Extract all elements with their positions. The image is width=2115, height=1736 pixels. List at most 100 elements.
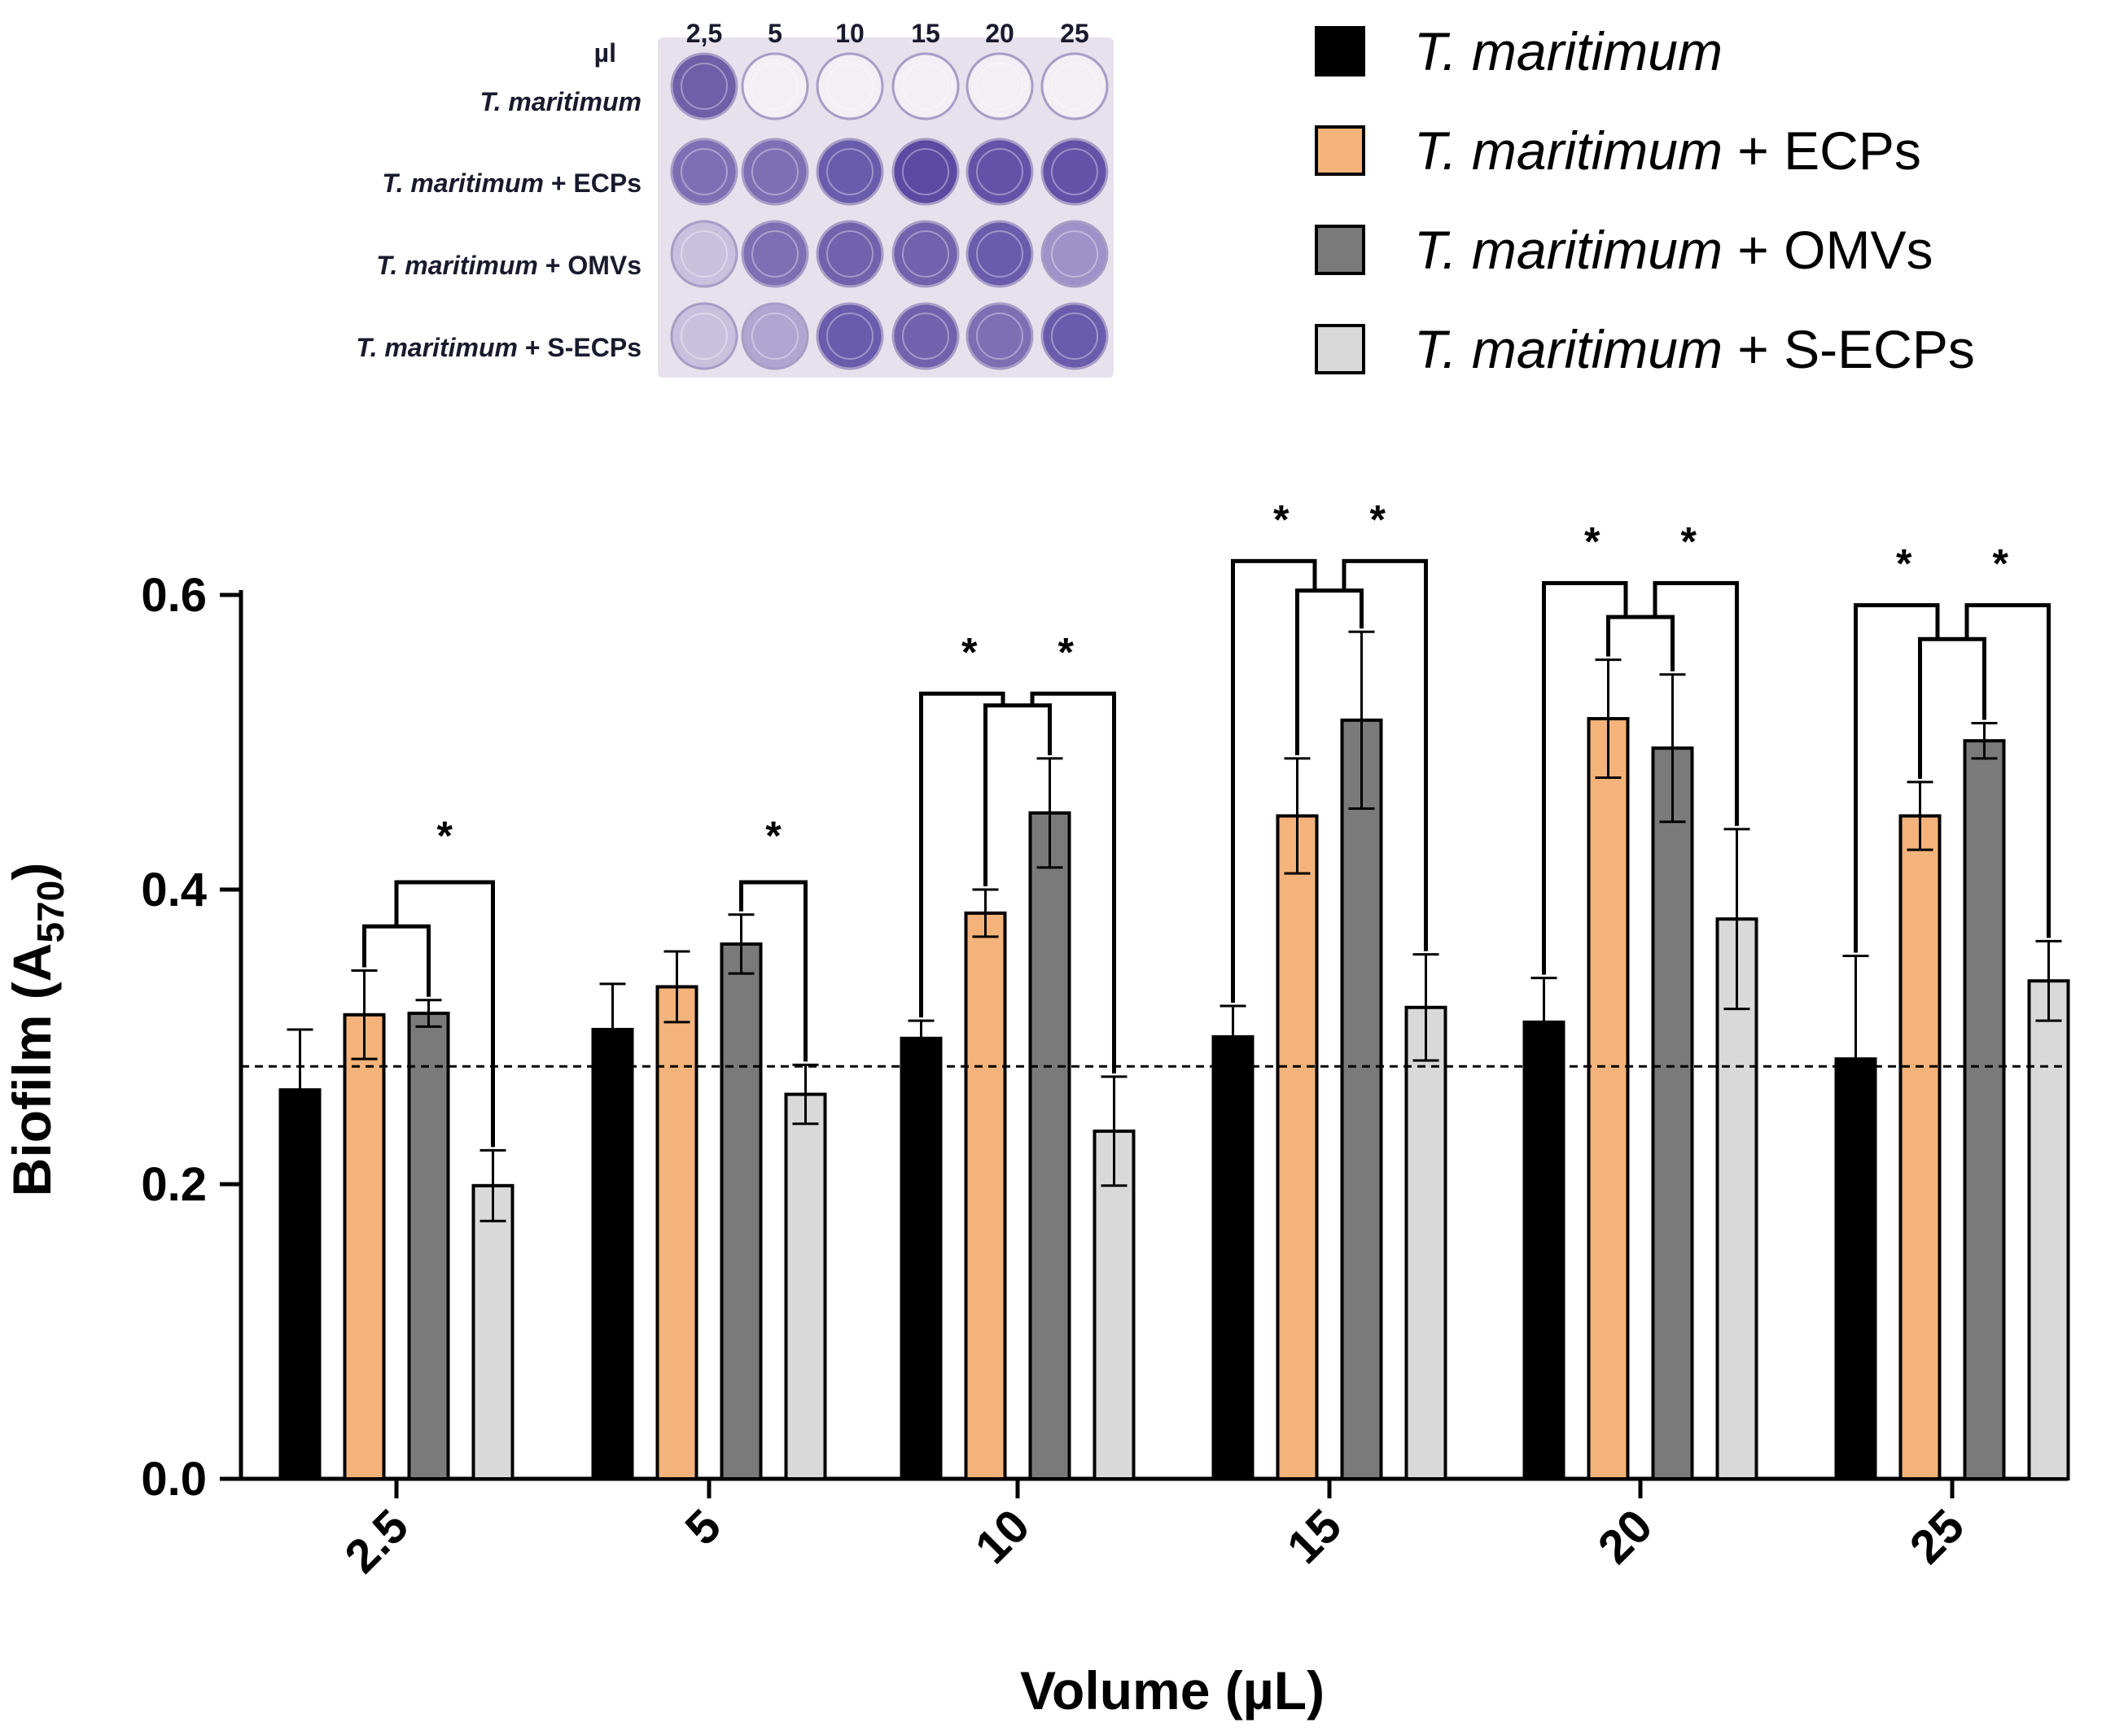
bar: [278, 1088, 322, 1481]
bar: [1587, 717, 1630, 1480]
significance-star: *: [765, 813, 782, 859]
significance-star: *: [1058, 629, 1075, 675]
plate-well-fill: [741, 138, 809, 206]
plate-well-fill: [1040, 302, 1109, 370]
italic-species-name: T. maritimum: [1414, 319, 1723, 379]
bar: [655, 985, 698, 1480]
plate-well-fill: [741, 302, 809, 370]
plate-volume-header: µl: [594, 38, 616, 68]
plate-well: [741, 138, 809, 206]
bar: [1028, 811, 1071, 1480]
plate-well-fill: [670, 138, 738, 206]
legend-entry: T. maritimum + OMVs: [1315, 220, 1933, 280]
bar: [471, 1183, 515, 1481]
bar: [1404, 1005, 1447, 1481]
significance-star: *: [1896, 541, 1912, 587]
x-tick-label: 5: [675, 1499, 731, 1555]
plate-well-ring: [751, 313, 799, 360]
significance-bracket: [1030, 691, 1116, 1074]
plate-well-fill: [670, 220, 738, 288]
plate-well-ring: [751, 148, 799, 195]
plate-wells: [670, 52, 1109, 370]
bars: [278, 717, 2070, 1481]
plate-well: [966, 52, 1034, 120]
plate-volume-label: 25: [1060, 19, 1089, 48]
y-tick-label: 0.4: [141, 864, 207, 916]
error-bar: [1659, 673, 1686, 824]
bar: [964, 911, 1007, 1480]
plate-well-ring: [826, 313, 874, 360]
bar: [1715, 917, 1758, 1480]
plate-well-ring: [681, 148, 728, 195]
plate-well: [1040, 52, 1109, 120]
error-bar: [351, 969, 378, 1060]
y-tick-label: 0.0: [141, 1453, 207, 1506]
plate-well-fill: [966, 52, 1034, 120]
x-tick-label: 10: [966, 1499, 1040, 1574]
bar-chart: 0.0 0.2 0.4 0.6 2.5 5 10 15 20 25 * * * * * * * * * * Vol…: [2, 496, 2070, 1721]
error-bar: [663, 950, 690, 1024]
plate-well: [1040, 138, 1109, 206]
label-suffix: + OMVs: [538, 251, 642, 280]
plate-well-ring: [976, 313, 1023, 360]
plate-well: [670, 302, 738, 370]
plate-well-fill: [816, 220, 884, 288]
significance-bracket: [1606, 614, 1675, 671]
label-suffix: + ECPs: [1723, 120, 1921, 181]
bar: [407, 1012, 450, 1481]
x-tick-label: 25: [1900, 1499, 1975, 1574]
plate-well: [891, 302, 960, 370]
legend-swatch: [1315, 26, 1365, 77]
plate-volume-label: 10: [835, 19, 865, 48]
y-tick-label: 0.6: [141, 569, 207, 622]
plate-well: [891, 220, 960, 288]
error-bar: [792, 1063, 819, 1126]
plate-well-fill: [966, 302, 1034, 370]
error-bar: [599, 982, 626, 1077]
error-bar: [1101, 1075, 1128, 1187]
plate-well-ring: [681, 313, 728, 360]
y-tick-label: 0.2: [141, 1158, 207, 1211]
plate-well-ring: [1051, 313, 1098, 360]
plate-well-fill: [891, 302, 960, 370]
legend-label: T. maritimum + S-ECPs: [1414, 319, 1975, 379]
label-suffix: + ECPs: [544, 168, 642, 198]
plate-well: [966, 138, 1034, 206]
legend-label: T. maritimum + ECPs: [1414, 120, 1921, 181]
error-bar: [1842, 954, 1869, 1164]
plate-well: [816, 302, 884, 370]
error-bar: [728, 913, 755, 975]
plate-volume-labels: 2,5 5 10 15 20 25: [686, 19, 1089, 48]
bar: [1211, 1035, 1255, 1480]
bar: [1963, 739, 2006, 1480]
y-axis: 0.0 0.2 0.4 0.6: [141, 569, 243, 1506]
plate-well-ring: [1051, 148, 1098, 195]
plate-well: [891, 138, 960, 206]
error-bar: [908, 1019, 935, 1058]
error-bar: [287, 1028, 313, 1152]
plate-well-fill: [1040, 52, 1109, 120]
plate-well-ring: [902, 230, 949, 278]
bar: [1522, 1020, 1565, 1480]
legend: T. maritimum T. maritimum + ECPs T. mariti…: [1315, 21, 1975, 379]
significance-bracket: [1542, 581, 1628, 975]
error-bar: [1530, 977, 1557, 1068]
plate-well-fill: [816, 302, 884, 370]
plate-well-ring: [751, 230, 799, 278]
plate-row-label: T. maritimum + ECPs: [382, 168, 642, 198]
label-suffix: + S-ECPs: [1723, 319, 1975, 379]
x-tick-label: 20: [1588, 1499, 1663, 1574]
plate-well-ring: [826, 230, 874, 278]
label-suffix: + OMVs: [1723, 220, 1933, 280]
y-axis-title-subscript: 570: [29, 881, 72, 943]
bar: [1651, 746, 1694, 1480]
error-bars: [287, 630, 2062, 1222]
error-bar: [1412, 953, 1439, 1062]
plate-well-fill: [891, 52, 960, 120]
bar: [900, 1036, 943, 1481]
bar: [343, 1012, 386, 1480]
y-axis-title-main: Biofilm (A: [2, 943, 62, 1197]
